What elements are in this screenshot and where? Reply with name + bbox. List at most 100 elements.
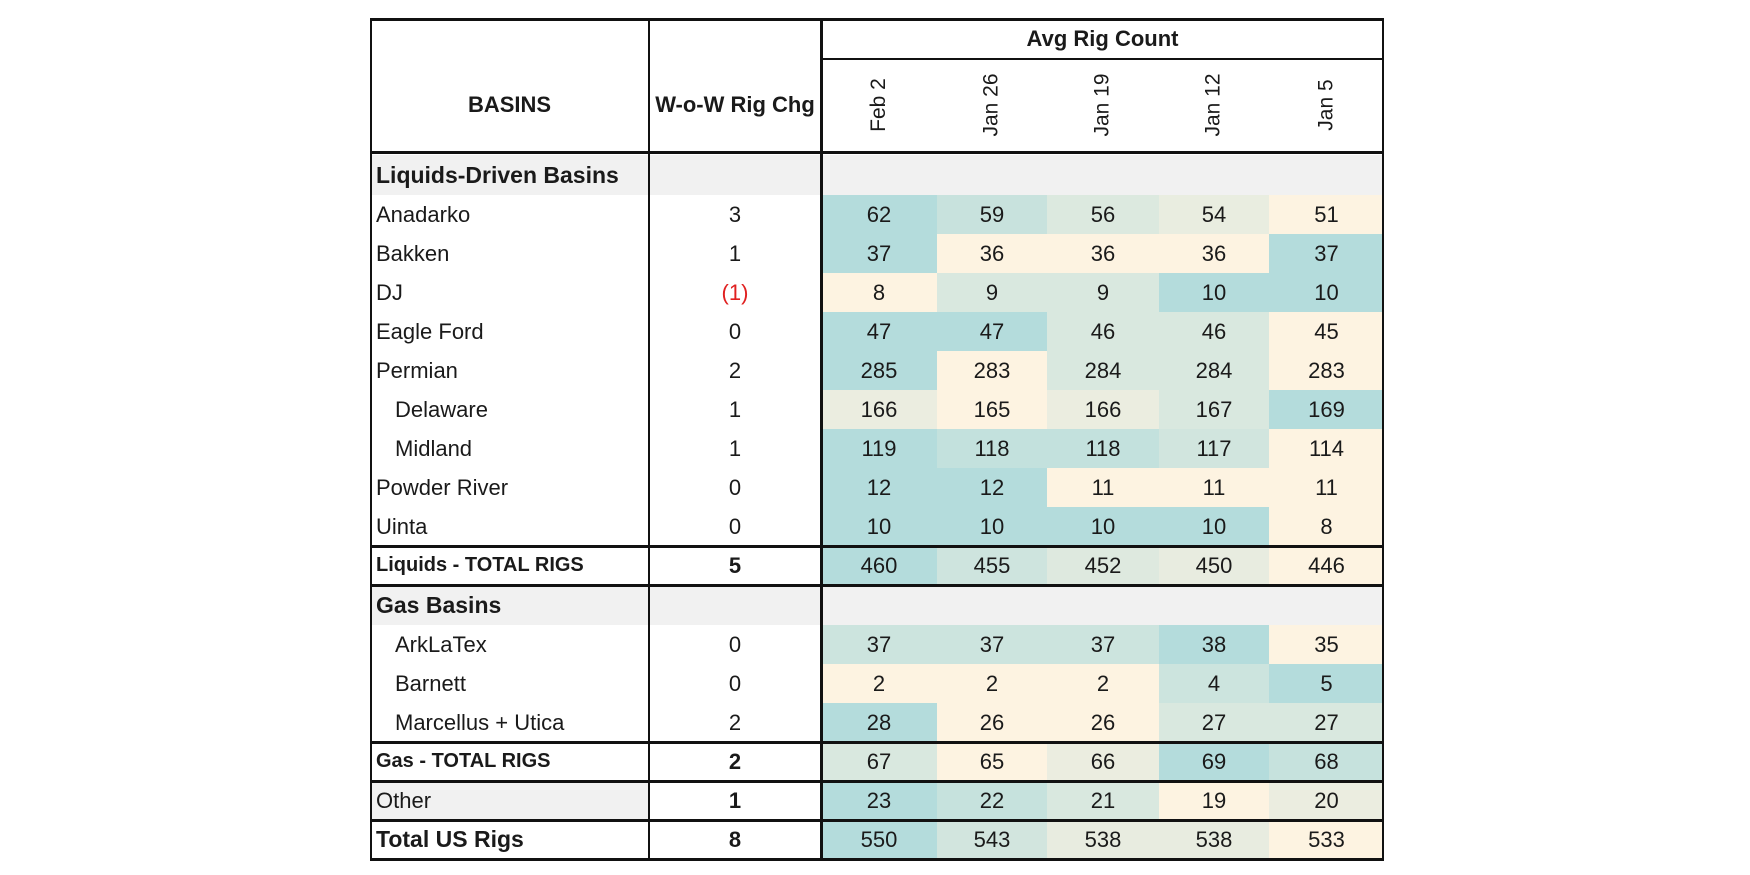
rig-count-cell: 4 bbox=[1159, 664, 1269, 703]
rig-count-cell: 56 bbox=[1047, 195, 1159, 234]
rig-count-cell: 54 bbox=[1159, 195, 1269, 234]
wow-change-value: 2 bbox=[728, 357, 742, 383]
wow-change-value: 0 bbox=[728, 670, 742, 696]
date-header: Jan 26 bbox=[937, 58, 1047, 152]
date-label: Jan 26 bbox=[980, 73, 1003, 137]
rig-count-cell: 165 bbox=[937, 390, 1047, 429]
date-label: Feb 2 bbox=[866, 78, 890, 132]
rig-count-cell: 114 bbox=[1269, 429, 1384, 468]
rig-count-cell: 51 bbox=[1269, 195, 1384, 234]
rig-count-cell: 2 bbox=[937, 664, 1047, 703]
table-rule bbox=[370, 819, 1384, 822]
table-rule bbox=[370, 151, 1384, 154]
rig-count-cell: 26 bbox=[937, 703, 1047, 742]
rig-count-cell: 166 bbox=[821, 390, 937, 429]
rig-count-cell: 2 bbox=[1047, 664, 1159, 703]
rig-count-cell: 47 bbox=[937, 312, 1047, 351]
rig-count-cell: 550 bbox=[821, 820, 937, 859]
table-rule bbox=[370, 18, 1384, 21]
basin-name: Midland bbox=[395, 435, 473, 461]
rig-count-cell: 27 bbox=[1159, 703, 1269, 742]
rig-count-cell: 37 bbox=[821, 625, 937, 664]
wow-change-value: 3 bbox=[728, 201, 742, 227]
column-divider bbox=[820, 19, 823, 860]
rig-count-cell: 283 bbox=[937, 351, 1047, 390]
wow-change-value: 0 bbox=[728, 631, 742, 657]
rig-count-cell: 37 bbox=[1047, 625, 1159, 664]
basin-name: Powder River bbox=[376, 474, 509, 500]
table-rule bbox=[370, 545, 1384, 548]
wow-change-value: 1 bbox=[728, 240, 742, 266]
rig-count-cell: 12 bbox=[821, 468, 937, 507]
rig-count-cell: 65 bbox=[937, 742, 1047, 781]
rig-count-cell: 533 bbox=[1269, 820, 1384, 859]
rig-count-cell: 11 bbox=[1159, 468, 1269, 507]
basin-name: Bakken bbox=[376, 240, 450, 266]
section-fill bbox=[821, 155, 1384, 195]
avg-rig-count-header: Avg Rig Count bbox=[1026, 25, 1179, 51]
rig-count-cell: 28 bbox=[821, 703, 937, 742]
rig-count-cell: 119 bbox=[821, 429, 937, 468]
rig-count-cell: 35 bbox=[1269, 625, 1384, 664]
rig-count-cell: 450 bbox=[1159, 546, 1269, 585]
rig-count-cell: 27 bbox=[1269, 703, 1384, 742]
column-divider bbox=[648, 19, 650, 860]
rig-count-cell: 118 bbox=[937, 429, 1047, 468]
rig-count-cell: 538 bbox=[1159, 820, 1269, 859]
wow-change-header: W-o-W Rig Chg bbox=[655, 92, 815, 117]
rig-count-cell: 59 bbox=[937, 195, 1047, 234]
rig-count-cell: 26 bbox=[1047, 703, 1159, 742]
rig-count-cell: 166 bbox=[1047, 390, 1159, 429]
wow-change-value: 1 bbox=[728, 787, 742, 813]
rig-count-cell: 45 bbox=[1269, 312, 1384, 351]
wow-change-value: (1) bbox=[721, 279, 749, 305]
table-rule bbox=[370, 858, 1384, 861]
wow-change-value: 8 bbox=[728, 826, 742, 852]
rig-count-cell: 36 bbox=[1159, 234, 1269, 273]
rig-count-cell: 5 bbox=[1269, 664, 1384, 703]
rig-count-cell: 36 bbox=[937, 234, 1047, 273]
section-fill bbox=[821, 585, 1384, 625]
rig-count-cell: 12 bbox=[937, 468, 1047, 507]
rig-count-cell: 37 bbox=[1269, 234, 1384, 273]
rig-count-cell: 118 bbox=[1047, 429, 1159, 468]
wow-change-value: 1 bbox=[728, 396, 742, 422]
rig-count-cell: 455 bbox=[937, 546, 1047, 585]
rig-count-cell: 67 bbox=[821, 742, 937, 781]
table-rule bbox=[370, 780, 1384, 783]
wow-change-value: 5 bbox=[728, 552, 742, 578]
wow-change-value: 1 bbox=[728, 435, 742, 461]
table-border-left bbox=[370, 19, 372, 860]
basin-name: Delaware bbox=[395, 396, 488, 422]
rig-count-cell: 169 bbox=[1269, 390, 1384, 429]
table-border-right bbox=[1382, 19, 1384, 860]
basin-name: Barnett bbox=[395, 670, 466, 696]
rig-count-cell: 10 bbox=[1159, 273, 1269, 312]
rig-count-cell: 8 bbox=[821, 273, 937, 312]
rig-count-cell: 10 bbox=[1047, 507, 1159, 546]
table-rule bbox=[370, 584, 1384, 587]
rig-count-cell: 283 bbox=[1269, 351, 1384, 390]
rig-count-cell: 538 bbox=[1047, 820, 1159, 859]
wow-change-value: 0 bbox=[728, 474, 742, 500]
basin-name: Other bbox=[370, 781, 649, 820]
rig-count-cell: 460 bbox=[821, 546, 937, 585]
basin-name: ArkLaTex bbox=[395, 631, 487, 657]
basin-name: Marcellus + Utica bbox=[395, 709, 565, 735]
basin-name: Uinta bbox=[376, 513, 428, 539]
date-header: Jan 12 bbox=[1159, 58, 1269, 152]
basin-name: Liquids - TOTAL RIGS bbox=[376, 554, 584, 576]
date-header: Jan 5 bbox=[1269, 58, 1384, 152]
rig-count-table: Avg Rig Count BASINS W-o-W Rig Chg Feb 2 Jan… bbox=[370, 18, 1384, 861]
rig-count-cell: 19 bbox=[1159, 781, 1269, 820]
rig-count-cell: 21 bbox=[1047, 781, 1159, 820]
rig-count-cell: 38 bbox=[1159, 625, 1269, 664]
date-label: Jan 19 bbox=[1091, 73, 1114, 137]
wow-change-value: 2 bbox=[728, 709, 742, 735]
rig-count-cell: 46 bbox=[1159, 312, 1269, 351]
basin-name: Anadarko bbox=[376, 201, 471, 227]
basin-name: DJ bbox=[376, 279, 403, 305]
wow-change-value: 0 bbox=[728, 318, 742, 344]
table-rule bbox=[370, 741, 1384, 744]
rig-count-cell: 543 bbox=[937, 820, 1047, 859]
